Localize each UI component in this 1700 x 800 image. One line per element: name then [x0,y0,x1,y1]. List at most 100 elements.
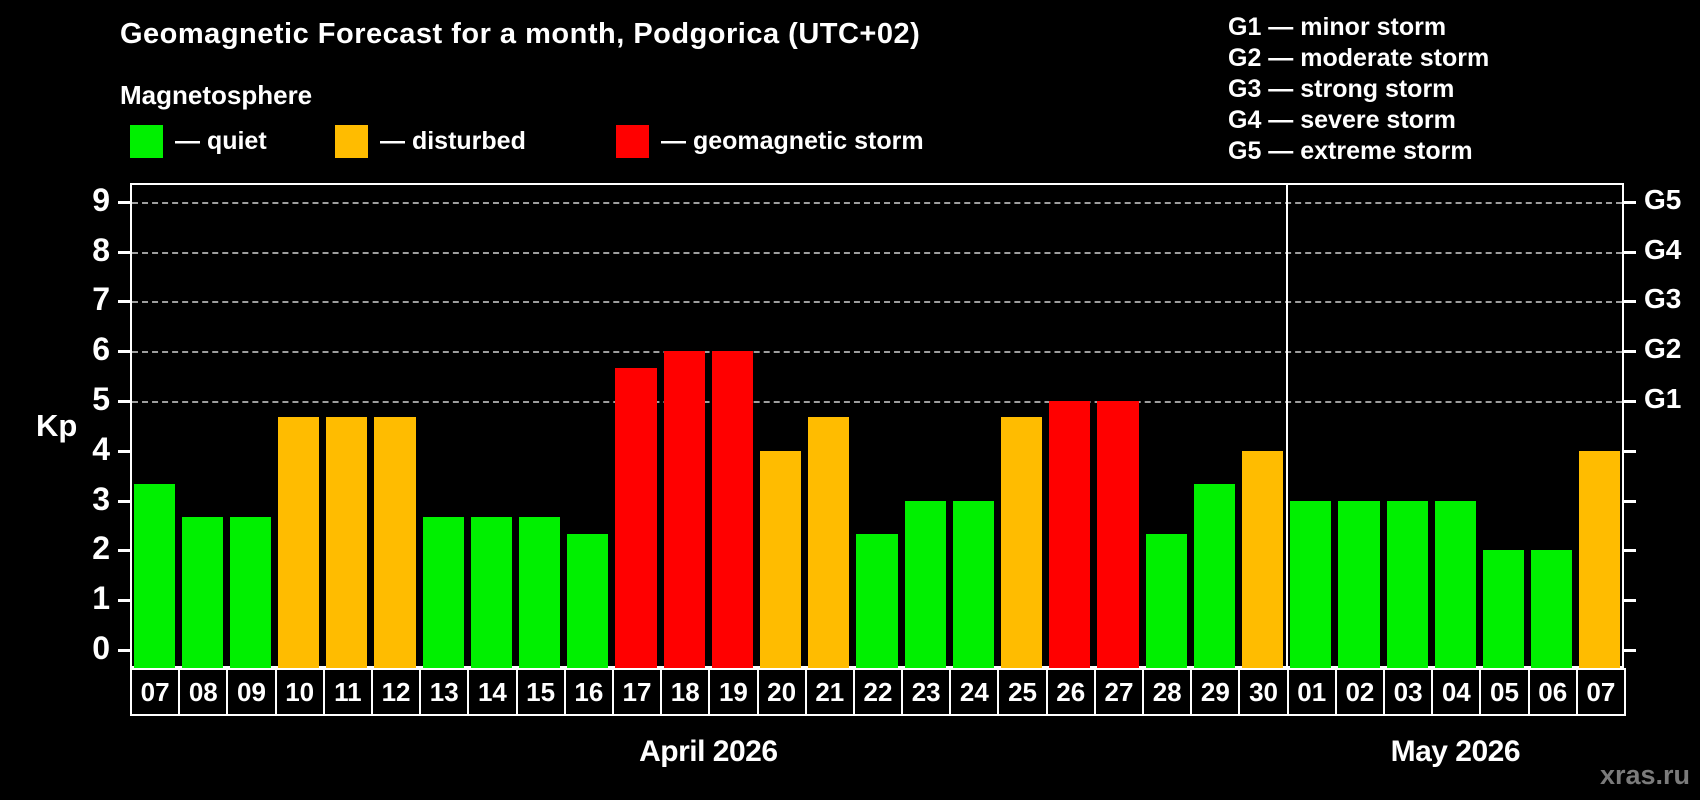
day-label: 16 [574,676,604,707]
day-label: 14 [477,676,507,707]
gridline-kp6 [132,351,1622,354]
day-box-apr-12: 12 [370,668,422,716]
day-label: 11 [334,676,362,707]
legend-label-disturbed: — disturbed [380,126,526,155]
y-tick-left-7 [118,300,130,304]
bar-apr-10 [278,417,320,668]
bar-may-06 [1531,550,1573,668]
y-tick-label-6: 6 [92,331,110,368]
bar-apr-18 [663,351,705,668]
day-box-apr-07: 07 [130,668,181,716]
y-tick-left-6 [118,350,130,354]
bar-apr-07 [133,484,175,668]
y-tick-label-8: 8 [92,231,110,268]
y-tick-right-3 [1624,499,1636,503]
bar-may-01 [1290,500,1332,668]
day-label: 05 [1490,676,1519,707]
y-tick-label-7: 7 [92,281,110,318]
y-tick-right-1 [1624,599,1636,603]
day-label: 19 [718,676,748,707]
bar-apr-15 [519,517,561,668]
day-box-apr-25: 25 [997,668,1048,716]
day-box-apr-24: 24 [949,668,1000,716]
day-box-apr-19: 19 [708,668,759,716]
y-tick-label-0: 0 [92,630,110,666]
day-box-apr-15: 15 [515,668,566,716]
bar-apr-12 [374,417,416,668]
bar-apr-11 [326,417,368,668]
bar-apr-14 [470,517,513,668]
day-label: 28 [1152,676,1182,707]
day-label: 15 [526,676,556,707]
day-label: 06 [1538,676,1568,707]
gridline-kp7 [132,301,1622,304]
day-label: 09 [237,676,266,707]
bar-apr-28 [1145,533,1187,668]
legend-item-storm: — geomagnetic storm [616,124,924,158]
y-tick-left-8 [118,250,130,254]
bar-may-04 [1434,500,1476,668]
day-label: 26 [1056,676,1086,707]
y-tick-left-2 [118,549,130,553]
day-box-apr-20: 20 [756,668,807,716]
bar-apr-24 [952,500,994,668]
day-label: 12 [381,676,411,707]
day-label: 07 [1586,676,1616,707]
day-label: 25 [1008,676,1038,707]
day-box-may-06: 06 [1527,668,1578,716]
y-tick-right-2 [1624,549,1636,553]
day-label: 22 [863,676,893,707]
g1-legend-line: G1 — minor storm [1228,13,1447,41]
day-label: 30 [1249,676,1278,707]
g-axis-label-g1: G1 [1644,383,1682,414]
y-tick-right-6 [1624,350,1636,354]
day-label: 23 [911,676,941,707]
g5-legend-line: G5 — extreme storm [1228,137,1473,165]
gridline-kp9 [132,201,1622,204]
y-tick-right-8 [1624,250,1636,254]
day-label: 18 [670,676,700,707]
y-tick-left-9 [118,200,130,204]
legend-item-disturbed: — disturbed [335,124,526,158]
y-tick-label-1: 1 [92,580,110,617]
bar-may-02 [1338,500,1380,668]
magnetosphere-label: Magnetosphere [120,80,313,110]
page-title: Geomagnetic Forecast for a month, Podgor… [120,18,921,50]
day-box-apr-18: 18 [660,668,711,716]
day-box-apr-22: 22 [852,668,904,716]
y-tick-right-9 [1624,200,1636,204]
y-tick-label-4: 4 [92,430,110,467]
g-axis-label-g4: G4 [1644,233,1682,265]
bar-apr-08 [181,517,223,668]
bar-apr-17 [615,367,657,668]
day-label: 02 [1345,676,1375,707]
day-box-apr-13: 13 [419,668,470,716]
g4-legend-line: G4 — severe storm [1228,106,1456,134]
day-box-apr-16: 16 [563,668,614,716]
g-axis-label-g3: G3 [1644,283,1682,315]
day-box-apr-28: 28 [1142,668,1193,716]
gridline-kp5 [132,401,1622,403]
day-box-may-01: 01 [1286,668,1337,716]
bar-apr-23 [904,500,946,668]
legend-label-storm: — geomagnetic storm [661,126,924,155]
day-label: 20 [767,676,797,707]
bar-apr-13 [422,517,464,668]
day-label: 10 [285,676,315,707]
bar-apr-20 [760,450,802,668]
day-label: 27 [1104,676,1134,707]
bar-apr-22 [856,533,898,668]
day-label: 01 [1297,676,1327,707]
kp-axis-label: Kp [36,408,78,443]
day-box-apr-17: 17 [611,668,663,716]
bar-apr-27 [1097,401,1139,668]
day-box-may-03: 03 [1383,668,1434,716]
day-box-apr-30: 30 [1238,668,1289,716]
day-label: 29 [1200,676,1230,707]
day-box-apr-21: 21 [804,668,855,716]
day-box-apr-08: 08 [178,668,229,716]
day-box-apr-10: 10 [274,668,325,716]
day-box-apr-26: 26 [1045,668,1096,716]
month-label-may: May 2026 [1390,735,1521,768]
